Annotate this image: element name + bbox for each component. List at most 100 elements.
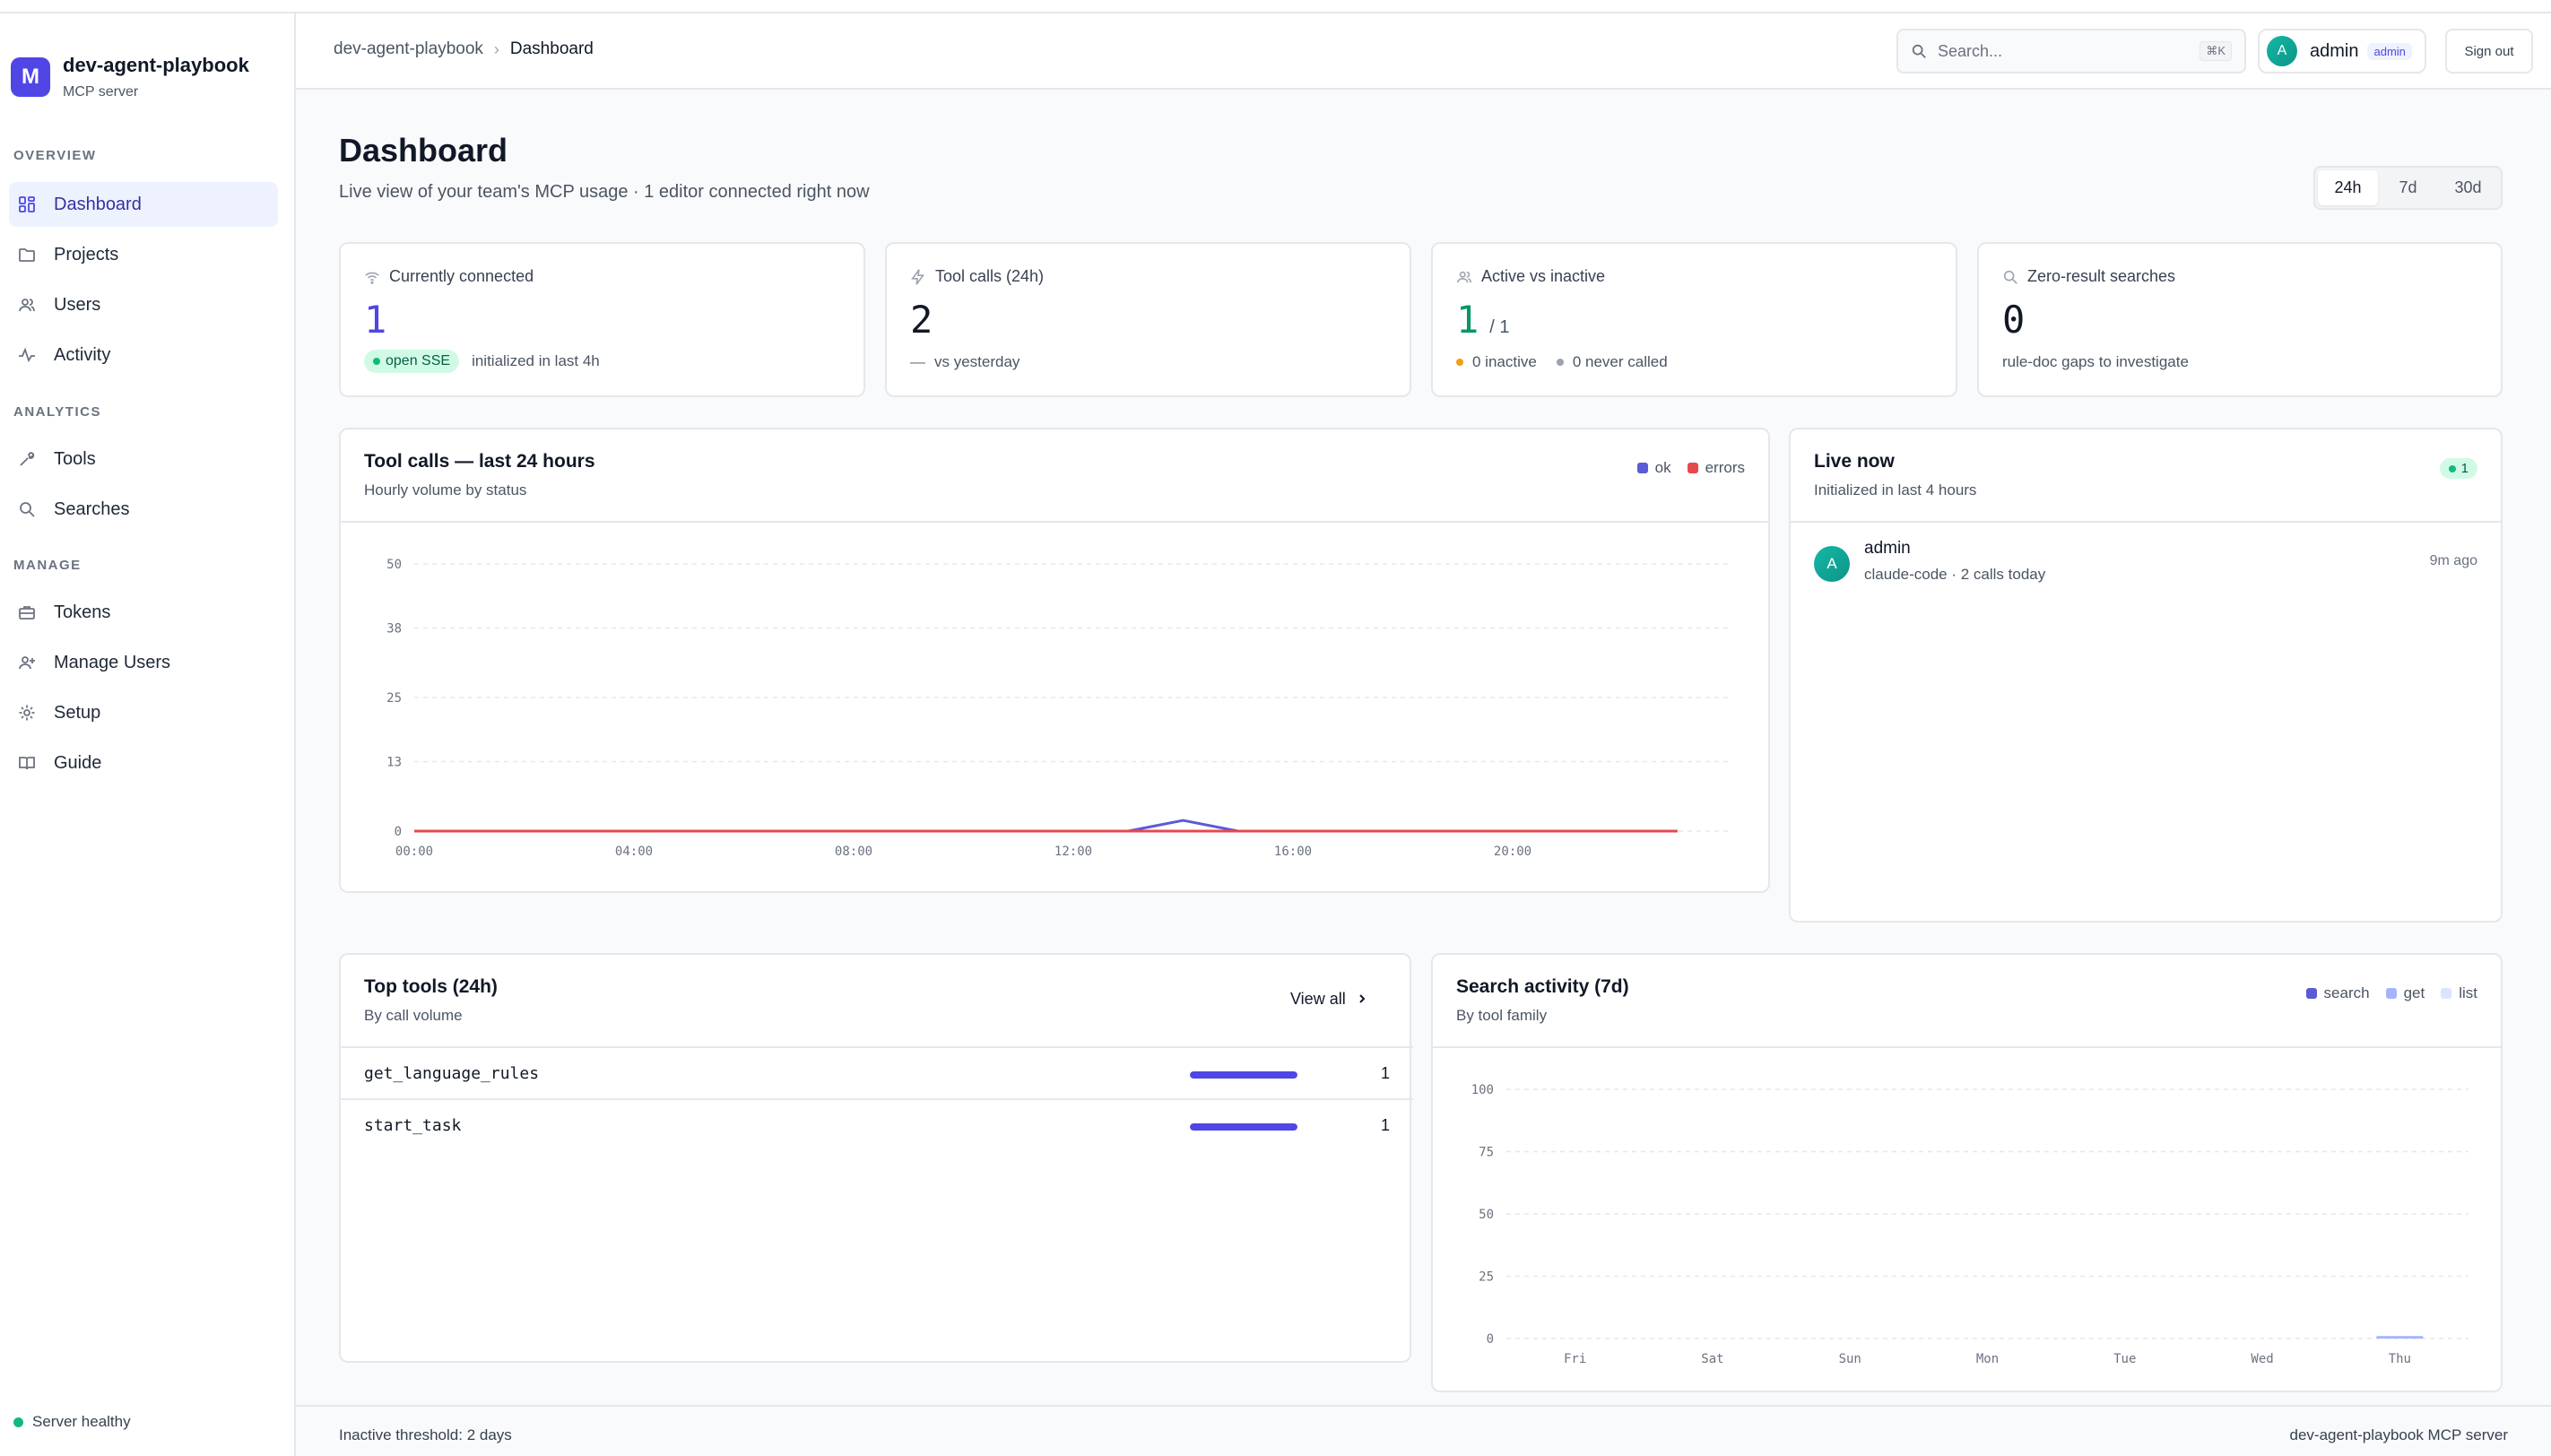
search-icon — [2002, 269, 2018, 285]
stat-card-connected: Currently connected 1 open SSE initializ… — [339, 242, 865, 397]
x-tick-label: 20:00 — [1494, 845, 1531, 859]
sidebar-item-projects[interactable]: Projects — [9, 232, 278, 277]
sidebar-item-tools[interactable]: Tools — [9, 437, 278, 481]
wrench-icon — [16, 448, 38, 470]
folder-icon — [16, 244, 38, 265]
stat-foot-text: rule-doc gaps to investigate — [2002, 353, 2189, 370]
avatar: A — [2267, 36, 2297, 66]
range-24h-button[interactable]: 24h — [2318, 170, 2378, 205]
card-title: Tool calls — last 24 hours — [364, 451, 595, 472]
inactive-dot — [1456, 359, 1463, 366]
nav-section-overview: OVERVIEW — [13, 148, 97, 163]
grid-icon — [16, 194, 38, 215]
chevron-right-icon — [1357, 993, 1367, 1004]
sidebar-item-tokens[interactable]: Tokens — [9, 590, 278, 635]
view-all-button[interactable]: View all — [1287, 981, 1371, 1017]
top-header: dev-agent-playbook › Dashboard Search...… — [296, 13, 2551, 90]
user-menu[interactable]: A admin admin — [2258, 29, 2426, 74]
search-activity-card: Search activity (7d) By tool family sear… — [1431, 953, 2503, 1392]
sidebar-item-label: Projects — [54, 244, 119, 264]
never-dot — [1556, 359, 1564, 366]
sidebar-item-guide[interactable]: Guide — [9, 741, 278, 785]
list-item[interactable]: A admin claude-code · 2 calls today 9m a… — [1814, 537, 2477, 591]
legend-item-errors: errors — [1687, 459, 1745, 477]
sidebar-item-manage-users[interactable]: Manage Users — [9, 640, 278, 685]
x-tick-label: Tue — [2113, 1352, 2136, 1366]
card-title: Search activity (7d) — [1456, 976, 1629, 997]
users-icon — [1456, 269, 1472, 285]
gear-icon — [16, 702, 38, 724]
tool-count: 1 — [1380, 1116, 1390, 1134]
x-tick-label: Thu — [2389, 1352, 2411, 1366]
tool-name: get_language_rules — [364, 1064, 540, 1083]
sidebar-item-label: Dashboard — [54, 194, 142, 214]
sidebar-item-label: Guide — [54, 752, 102, 773]
search-activity-bar-chart: 0 25 50 75 100 Fri Sat Sun Mon Tue Wed Thu — [1471, 1083, 2469, 1366]
breadcrumb-root[interactable]: dev-agent-playbook — [334, 39, 483, 58]
inactive-count: 0 inactive — [1472, 353, 1537, 370]
y-tick-label: 50 — [386, 558, 402, 572]
x-tick-label: 12:00 — [1054, 845, 1092, 859]
y-tick-label: 100 — [1471, 1083, 1494, 1097]
breadcrumb-separator: › — [493, 39, 499, 58]
y-tick-label: 25 — [1479, 1270, 1494, 1285]
chart-legend: search get list — [2290, 984, 2477, 1002]
y-tick-label: 75 — [1479, 1146, 1494, 1160]
stat-value: 1 — [1456, 298, 1479, 342]
sidebar: M dev-agent-playbook MCP server OVERVIEW… — [0, 13, 296, 1456]
nav-section-manage: MANAGE — [13, 558, 82, 573]
sidebar-item-users[interactable]: Users — [9, 282, 278, 327]
range-7d-button[interactable]: 7d — [2399, 178, 2417, 196]
sidebar-item-label: Searches — [54, 498, 130, 519]
stat-value: 2 — [910, 298, 933, 342]
sidebar-item-setup[interactable]: Setup — [9, 690, 278, 735]
table-row[interactable]: get_language_rules 1 — [341, 1046, 1413, 1098]
stat-value: 1 — [364, 298, 387, 342]
card-divider — [1791, 521, 2501, 523]
stat-value: 0 — [2002, 298, 2026, 342]
users-icon — [16, 294, 38, 316]
sidebar-item-dashboard[interactable]: Dashboard — [9, 182, 278, 227]
search-input[interactable]: Search... ⌘K — [1896, 29, 2246, 74]
live-count-badge: 1 — [2439, 458, 2477, 479]
legend-item-get: get — [2385, 984, 2425, 1002]
zap-icon — [910, 268, 926, 285]
briefcase-icon — [16, 602, 38, 623]
sign-out-button[interactable]: Sign out — [2445, 29, 2533, 74]
role-badge: admin — [2367, 42, 2412, 60]
footer-server-name: dev-agent-playbook MCP server — [2289, 1426, 2508, 1443]
stat-foot-text: initialized in last 4h — [472, 352, 600, 369]
time-range-toggle: 24h 7d 30d — [2313, 166, 2503, 210]
x-tick-label: 08:00 — [835, 845, 872, 859]
legend-item-search: search — [2305, 984, 2370, 1002]
tool-calls-chart-card: Tool calls — last 24 hours Hourly volume… — [339, 428, 1770, 893]
card-subtitle: Hourly volume by status — [364, 481, 527, 498]
server-health-label: Server healthy — [32, 1413, 131, 1430]
card-title: Live now — [1814, 451, 1895, 472]
brand-subtitle: MCP server — [63, 84, 139, 100]
stat-label: Active vs inactive — [1481, 267, 1606, 285]
stat-label: Tool calls (24h) — [935, 267, 1045, 285]
stat-card-zero-results: Zero-result searches 0 rule-doc gaps to … — [1977, 242, 2503, 397]
avatar: A — [1814, 546, 1850, 582]
sidebar-item-activity[interactable]: Activity — [9, 333, 278, 377]
top-tools-card: Top tools (24h) By call volume View all … — [339, 953, 1413, 1363]
table-row[interactable]: start_task 1 — [341, 1098, 1413, 1150]
card-divider — [341, 521, 1768, 523]
x-tick-label: 04:00 — [615, 845, 653, 859]
user-plus-icon — [16, 652, 38, 673]
user-name: admin — [2310, 40, 2359, 61]
brand[interactable]: M dev-agent-playbook MCP server — [11, 54, 249, 100]
stat-foot-text: vs yesterday — [934, 353, 1020, 370]
y-tick-label: 38 — [386, 622, 402, 637]
window-top-edge — [0, 0, 2551, 13]
stat-label: Currently connected — [389, 267, 534, 285]
stat-card-tool-calls: Tool calls (24h) 2 — vs yesterday — [885, 242, 1411, 397]
range-30d-button[interactable]: 30d — [2454, 178, 2482, 196]
series-line-ok — [414, 819, 1678, 833]
tool-usage-bar — [1190, 1071, 1297, 1079]
server-health-status: Server healthy — [13, 1413, 131, 1431]
page-title: Dashboard — [339, 132, 508, 169]
sidebar-item-searches[interactable]: Searches — [9, 487, 278, 532]
legend-item-list: list — [2441, 984, 2477, 1002]
